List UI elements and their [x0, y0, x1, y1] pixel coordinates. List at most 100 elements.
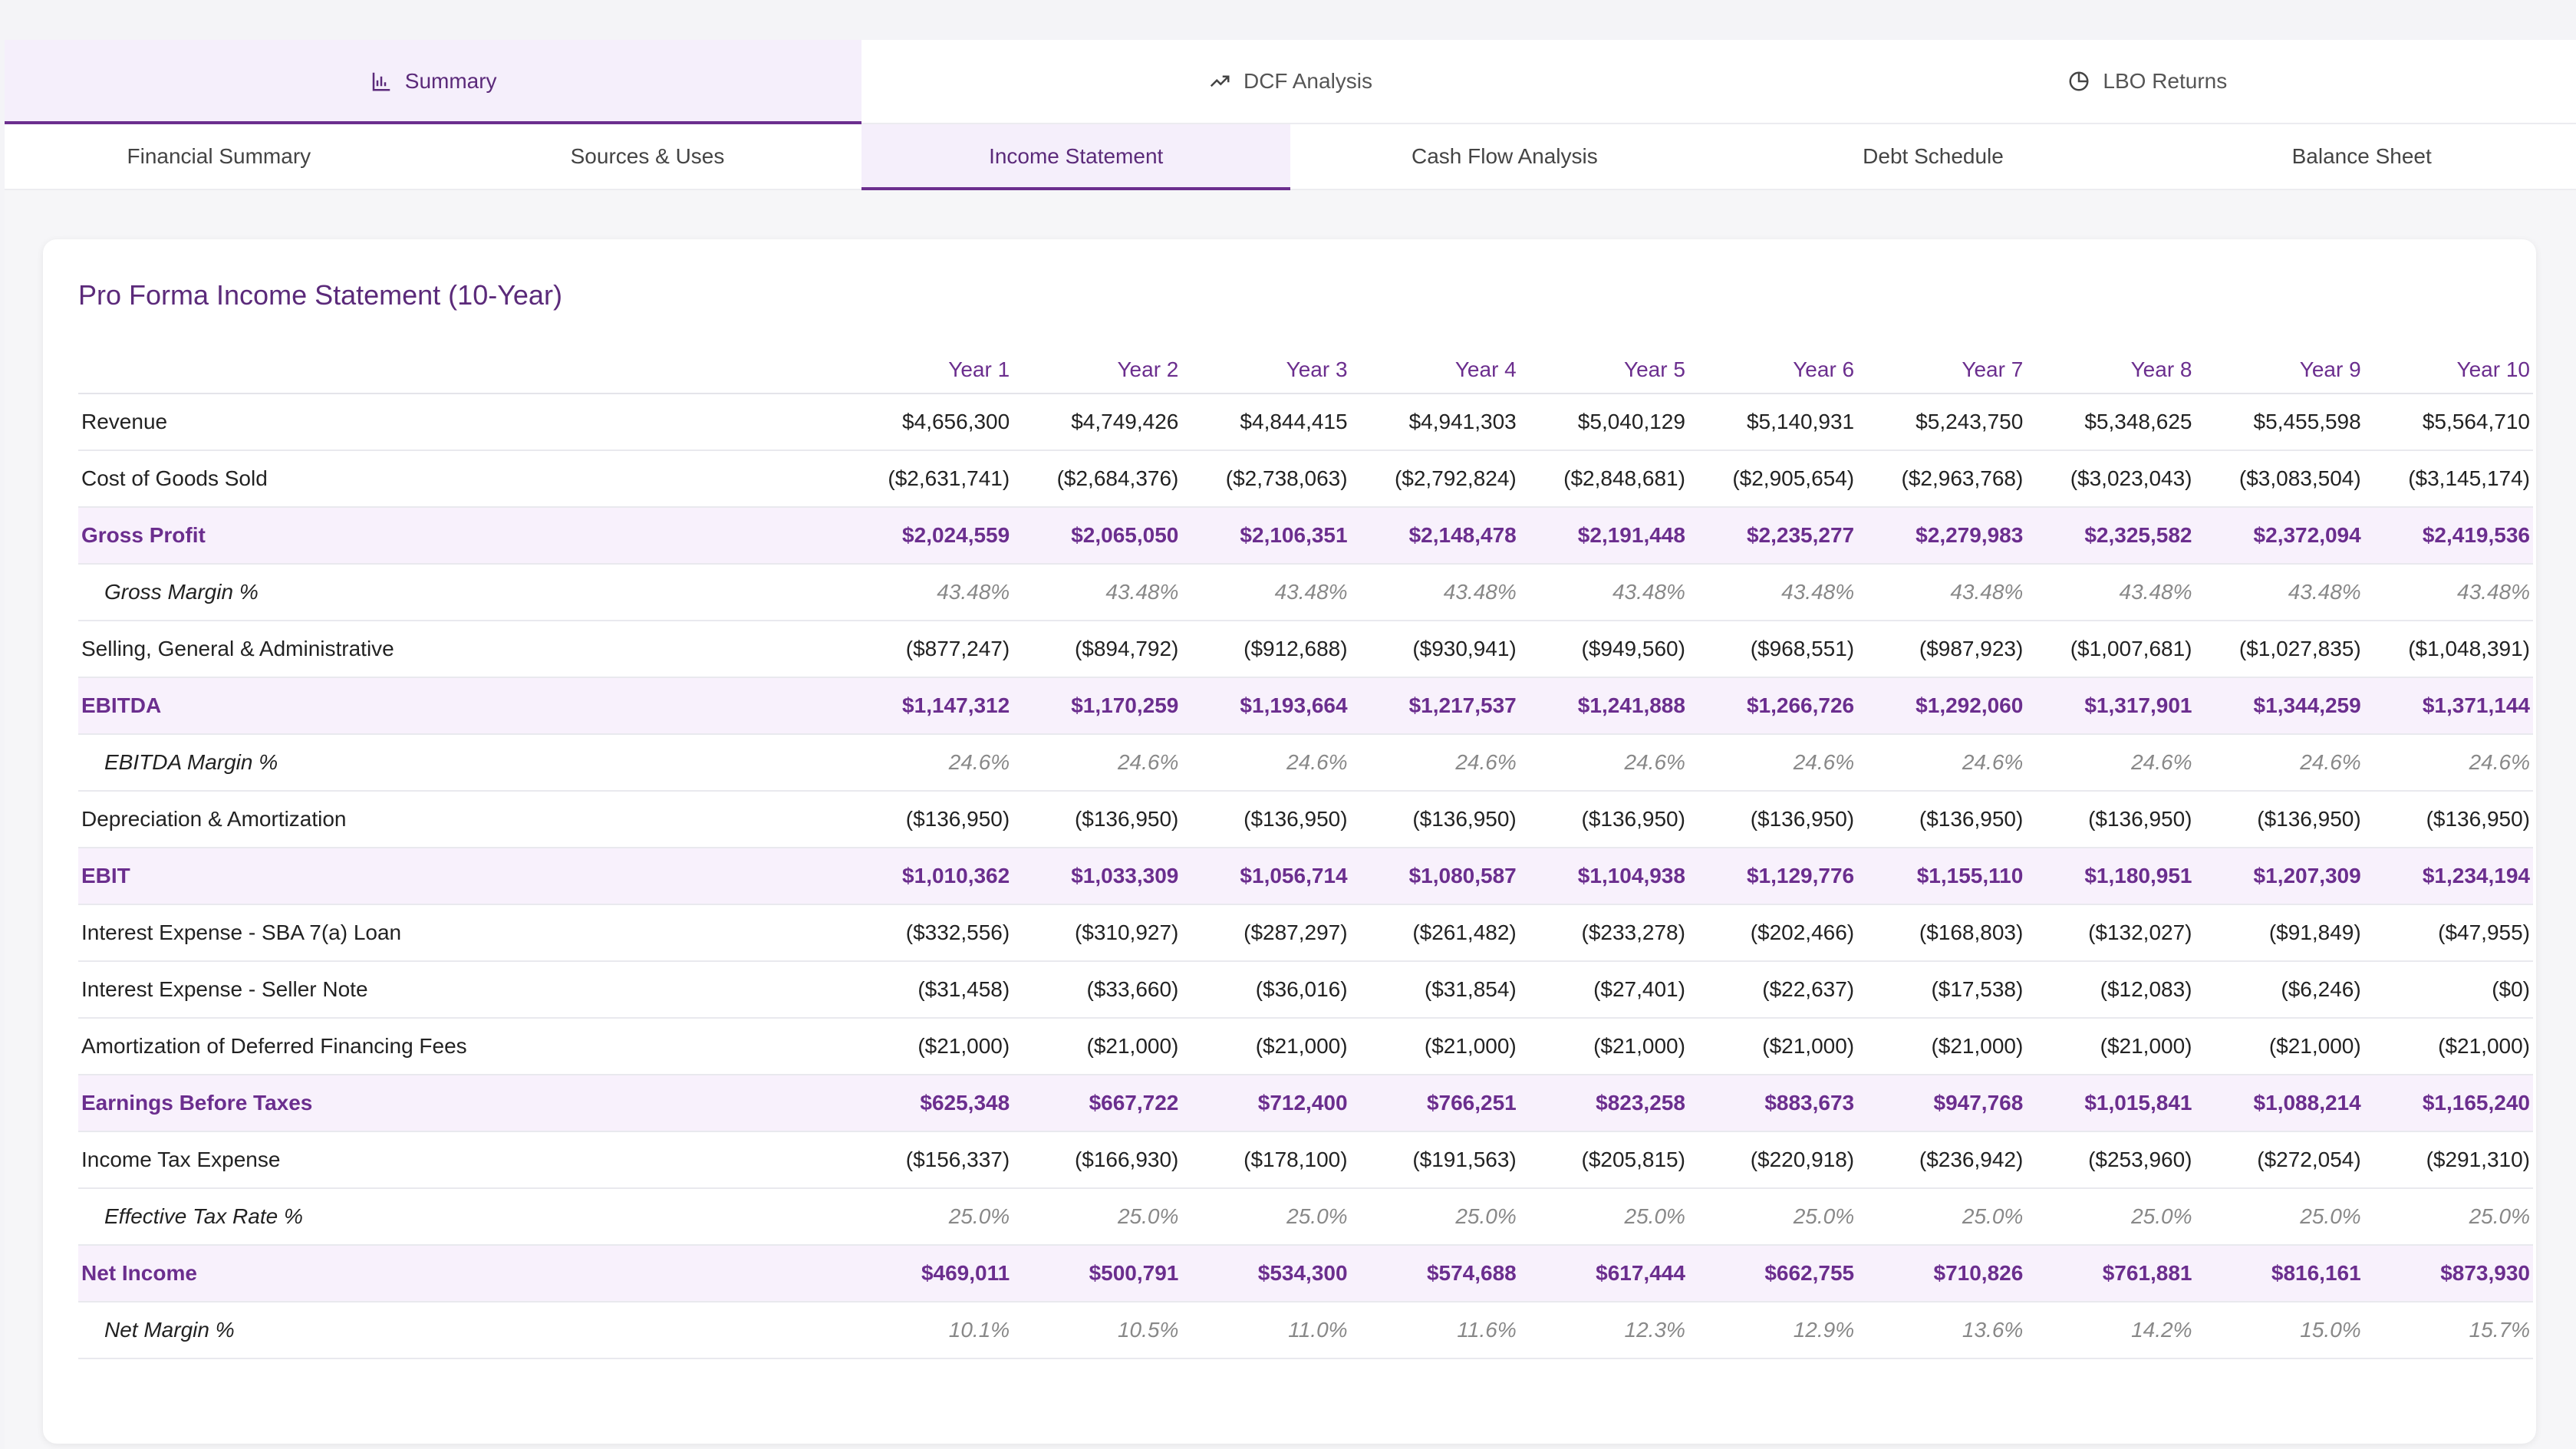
- table-cell: $667,722: [1013, 1075, 1182, 1132]
- table-cell: $761,881: [2026, 1245, 2196, 1302]
- table-cell: ($21,000): [844, 1018, 1013, 1075]
- table-row: Amortization of Deferred Financing Fees(…: [78, 1018, 2533, 1075]
- table-cell: $1,155,110: [1857, 848, 2027, 905]
- table-cell: 24.6%: [2026, 734, 2196, 792]
- subtab-debt-schedule[interactable]: Debt Schedule: [1719, 124, 2148, 189]
- table-cell: ($894,792): [1013, 621, 1182, 678]
- table-cell: ($27,401): [1519, 961, 1688, 1019]
- table-cell: ($930,941): [1350, 621, 1520, 678]
- table-cell: ($310,927): [1013, 904, 1182, 962]
- table-cell: ($949,560): [1519, 621, 1688, 678]
- table-cell: ($21,000): [1857, 1018, 2027, 1075]
- table-cell: ($220,918): [1688, 1131, 1858, 1189]
- table-cell: $2,235,277: [1688, 507, 1858, 565]
- column-header: Year 4: [1350, 347, 1520, 394]
- table-cell: $1,317,901: [2026, 677, 2196, 735]
- table-cell: 43.48%: [1688, 564, 1858, 621]
- table-cell: 11.6%: [1350, 1302, 1520, 1359]
- table-cell: $1,080,587: [1350, 848, 1520, 905]
- table-cell: 43.48%: [1350, 564, 1520, 621]
- table-cell: ($1,048,391): [2364, 621, 2533, 678]
- table-cell: 43.48%: [1013, 564, 1182, 621]
- table-cell: ($291,310): [2364, 1131, 2533, 1189]
- table-cell: $2,372,094: [2195, 507, 2364, 565]
- table-cell: 25.0%: [1688, 1188, 1858, 1246]
- tab-dcf-analysis-label: DCF Analysis: [1243, 69, 1373, 93]
- subtab-financial-summary[interactable]: Financial Summary: [5, 124, 433, 189]
- table-cell: $5,455,598: [2195, 394, 2364, 451]
- table-cell: $5,140,931: [1688, 394, 1858, 451]
- table-cell: $1,266,726: [1688, 677, 1858, 735]
- tab-summary[interactable]: Summary: [5, 40, 862, 124]
- table-cell: ($236,942): [1857, 1131, 2027, 1189]
- table-row: Depreciation & Amortization ($136,950) ($1…: [78, 791, 2533, 848]
- table-cell: $662,755: [1688, 1245, 1858, 1302]
- table-cell: ($287,297): [1181, 904, 1351, 962]
- table-cell: ($2,963,768): [1857, 450, 2027, 508]
- table-cell: ($2,848,681): [1519, 450, 1688, 508]
- table-row: Gross Profit $2,024,559 $2,065,050 $2,106,3…: [78, 507, 2533, 565]
- table-cell: 25.0%: [1857, 1188, 2027, 1246]
- table-cell: ($136,950): [1519, 791, 1688, 848]
- table-cell: ($136,950): [844, 791, 1013, 848]
- table-cell: 25.0%: [1519, 1188, 1688, 1246]
- table-cell: $1,292,060: [1857, 677, 2027, 735]
- table-row: Net Income $469,011 $500,791 $534,300 $574,6…: [78, 1245, 2533, 1302]
- subtab-sources-uses[interactable]: Sources & Uses: [433, 124, 862, 189]
- row-label: Cost of Goods Sold: [78, 450, 844, 508]
- table-cell: ($1,007,681): [2026, 621, 2196, 678]
- table-cell: $4,941,303: [1350, 394, 1520, 451]
- table-cell: ($136,950): [1350, 791, 1520, 848]
- table-cell: $1,129,776: [1688, 848, 1858, 905]
- table-cell: $1,170,259: [1013, 677, 1182, 735]
- column-header: Year 6: [1688, 347, 1858, 394]
- table-cell: 25.0%: [2364, 1188, 2533, 1246]
- table-header-row: Year 1 Year 2 Year 3 Year 4 Year 5 Year 6 Year…: [78, 347, 2533, 394]
- subtab-cash-flow-analysis[interactable]: Cash Flow Analysis: [1290, 124, 1719, 189]
- table-body: Revenue $4,656,300 $4,749,426 $4,844,415 $4,…: [78, 394, 2533, 1359]
- sub-tab-bar: Financial Summary Sources & Uses Income …: [5, 124, 2576, 190]
- table-cell: 43.48%: [1519, 564, 1688, 621]
- table-cell: ($6,246): [2195, 961, 2364, 1019]
- table-cell: 12.3%: [1519, 1302, 1688, 1359]
- table-cell: ($2,905,654): [1688, 450, 1858, 508]
- table-cell: $710,826: [1857, 1245, 2027, 1302]
- table-cell: ($21,000): [2364, 1018, 2533, 1075]
- table-cell: $1,193,664: [1181, 677, 1351, 735]
- subtab-income-statement[interactable]: Income Statement: [861, 124, 1291, 190]
- table-cell: ($21,000): [1688, 1018, 1858, 1075]
- tab-lbo-returns[interactable]: LBO Returns: [1719, 40, 2576, 123]
- table-cell: 24.6%: [1519, 734, 1688, 792]
- table-cell: 13.6%: [1857, 1302, 2027, 1359]
- table-cell: ($233,278): [1519, 904, 1688, 962]
- table-cell: $469,011: [844, 1245, 1013, 1302]
- table-cell: $947,768: [1857, 1075, 2027, 1132]
- table-cell: 43.48%: [2195, 564, 2364, 621]
- table-cell: $2,191,448: [1519, 507, 1688, 565]
- table-cell: ($987,923): [1857, 621, 2027, 678]
- tab-summary-label: Summary: [404, 69, 497, 93]
- row-label: Earnings Before Taxes: [78, 1075, 844, 1132]
- row-label: Interest Expense - Seller Note: [78, 961, 844, 1019]
- income-statement-table: Year 1 Year 2 Year 3 Year 4 Year 5 Year 6 Year…: [78, 347, 2533, 1359]
- table-cell: $2,065,050: [1013, 507, 1182, 565]
- table-cell: ($261,482): [1350, 904, 1520, 962]
- table-cell: ($178,100): [1181, 1131, 1351, 1189]
- tab-lbo-returns-label: LBO Returns: [2103, 69, 2228, 93]
- pie-chart-icon: [2067, 70, 2090, 93]
- table-cell: ($136,950): [2195, 791, 2364, 848]
- subtab-income-statement-label: Income Statement: [989, 144, 1164, 168]
- column-header: Year 10: [2364, 347, 2533, 394]
- table-cell: $1,015,841: [2026, 1075, 2196, 1132]
- column-header: Year 5: [1519, 347, 1688, 394]
- table-cell: $1,207,309: [2195, 848, 2364, 905]
- table-cell: ($0): [2364, 961, 2533, 1019]
- trending-up-icon: [1208, 70, 1231, 93]
- tab-dcf-analysis[interactable]: DCF Analysis: [861, 40, 1718, 123]
- table-cell: 43.48%: [1181, 564, 1351, 621]
- table-cell: ($2,684,376): [1013, 450, 1182, 508]
- subtab-balance-sheet[interactable]: Balance Sheet: [2147, 124, 2576, 189]
- row-label: Income Tax Expense: [78, 1131, 844, 1189]
- table-row: Selling, General & Administrative ($877,2…: [78, 621, 2533, 678]
- table-cell: 24.6%: [1688, 734, 1858, 792]
